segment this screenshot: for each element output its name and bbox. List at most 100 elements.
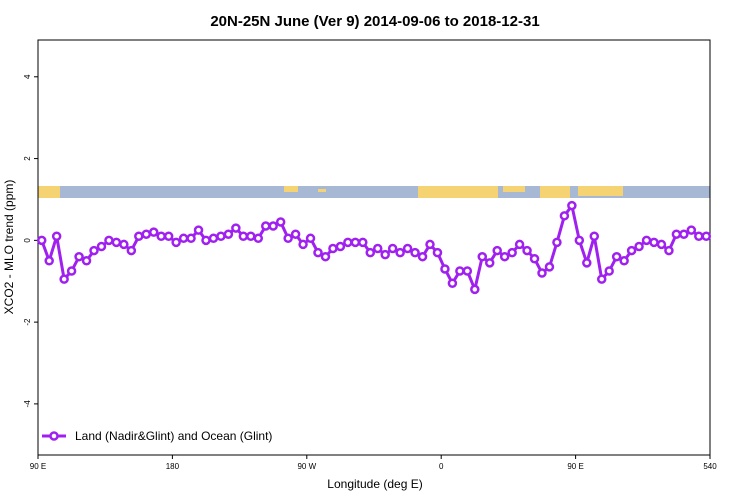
legend-marker: [49, 431, 59, 441]
data-point: [387, 243, 398, 254]
x-tick-label: 90 E: [567, 462, 583, 471]
data-point: [126, 245, 137, 256]
data-point: [470, 284, 480, 295]
data-point: [567, 200, 577, 211]
data-point: [372, 243, 383, 254]
x-tick-label: 540: [703, 462, 717, 471]
data-point: [380, 249, 390, 260]
data-point: [701, 231, 712, 242]
data-point: [641, 235, 652, 246]
data-point: [589, 231, 600, 242]
data-point: [134, 231, 144, 242]
data-point: [283, 233, 293, 244]
data-point: [432, 247, 443, 258]
data-point: [447, 278, 458, 289]
data-point: [537, 268, 547, 278]
data-point: [574, 235, 585, 246]
data-point: [410, 247, 420, 258]
data-point: [81, 256, 92, 266]
data-point: [111, 237, 122, 248]
data-point: [238, 231, 249, 242]
data-point: [89, 245, 99, 256]
data-point: [507, 247, 517, 258]
data-point: [350, 237, 361, 248]
data-point: [59, 274, 69, 284]
data-point: [417, 251, 428, 262]
data-point: [544, 262, 555, 272]
data-point: [260, 221, 271, 231]
data-point: [320, 251, 331, 262]
data-point: [425, 239, 435, 250]
data-point: [365, 247, 376, 258]
data-point: [649, 237, 659, 248]
x-axis-label: Longitude (deg E): [327, 477, 422, 491]
chart-title: 20N-25N June (Ver 9) 2014-09-06 to 2018-…: [210, 13, 539, 30]
data-point: [462, 266, 473, 276]
data-point: [290, 229, 301, 239]
data-point: [44, 256, 54, 266]
data-point: [522, 245, 532, 256]
x-tick-label: 90 E: [30, 462, 46, 471]
data-point: [104, 235, 114, 246]
data-point: [178, 233, 189, 244]
data-point: [492, 245, 502, 256]
data-point: [163, 231, 174, 242]
data-point: [343, 237, 353, 248]
y-tick-label: 0: [23, 238, 32, 243]
data-point: [305, 233, 316, 244]
data-point: [231, 223, 241, 233]
data-point: [193, 225, 204, 235]
data-point: [686, 225, 697, 235]
data-point: [268, 221, 278, 231]
data-point: [216, 231, 226, 242]
y-axis-label: XCO2 - MLO trend (ppm): [2, 180, 16, 315]
data-point: [328, 243, 338, 254]
data-point: [514, 239, 525, 250]
data-point: [596, 274, 607, 284]
data-point: [171, 237, 181, 248]
data-point: [484, 258, 495, 268]
data-point: [604, 266, 614, 276]
data-point: [96, 241, 107, 252]
data-point: [529, 253, 540, 264]
data-point: [671, 229, 682, 239]
data-point: [156, 231, 166, 242]
data-point: [335, 241, 346, 252]
data-point: [51, 231, 62, 242]
data-point: [694, 231, 704, 242]
legend-label: Land (Nadir&Glint) and Ocean (Glint): [75, 429, 272, 443]
data-point: [66, 266, 77, 276]
data-point: [148, 227, 159, 237]
data-point: [552, 237, 562, 248]
data-point: [275, 217, 286, 227]
data-point: [679, 229, 689, 239]
x-tick-label: 0: [439, 462, 444, 471]
data-point: [626, 245, 637, 256]
data-point: [664, 245, 674, 256]
map-strip: [38, 186, 710, 198]
data-point: [440, 264, 450, 274]
data-point: [395, 247, 405, 258]
data-point: [141, 229, 152, 239]
data-point: [582, 258, 592, 268]
x-tick-label: 90 W: [297, 462, 316, 471]
data-point: [119, 239, 129, 250]
data-point: [477, 251, 488, 262]
data-point: [619, 256, 629, 266]
data-point: [246, 231, 256, 242]
data-point: [201, 235, 211, 246]
data-point: [186, 233, 196, 244]
data-point: [559, 211, 570, 221]
data-point: [402, 243, 413, 254]
data-point: [36, 235, 47, 246]
y-tick-label: -4: [23, 400, 32, 408]
data-point: [74, 251, 84, 262]
data-point: [455, 266, 465, 276]
data-point: [253, 233, 264, 244]
data-point: [499, 251, 510, 262]
data-point: [313, 247, 323, 258]
data-point: [634, 241, 644, 252]
data-point: [611, 251, 622, 262]
y-tick-label: 2: [23, 156, 32, 161]
